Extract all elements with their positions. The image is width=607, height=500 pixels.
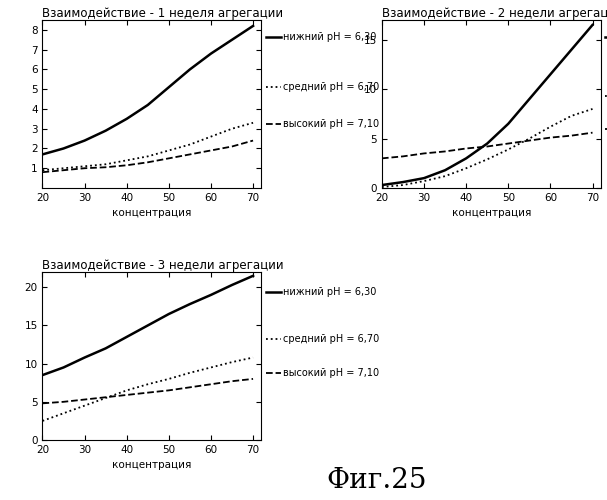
Text: нижний pH = 6,30: нижний pH = 6,30 (283, 287, 377, 297)
Text: высокий pH = 7,10: высокий pH = 7,10 (283, 368, 379, 378)
Text: Взаимодействие - 3 недели агрегации: Взаимодействие - 3 недели агрегации (42, 259, 284, 272)
X-axis label: концентрация: концентрация (112, 208, 192, 218)
X-axis label: концентрация: концентрация (112, 460, 192, 470)
Text: высокий pH = 7,10: высокий pH = 7,10 (283, 119, 379, 129)
Text: нижний pH = 6,30: нижний pH = 6,30 (283, 32, 377, 42)
Text: средний pH = 6,70: средний pH = 6,70 (283, 82, 379, 92)
Text: средний pH = 6,70: средний pH = 6,70 (283, 334, 379, 344)
Text: Взаимодействие - 1 неделя агрегации: Взаимодействие - 1 неделя агрегации (42, 7, 283, 20)
Text: Фиг.25: Фиг.25 (326, 466, 427, 493)
Text: Взаимодействие - 2 недели агрегации: Взаимодействие - 2 недели агрегации (382, 7, 607, 20)
X-axis label: концентрация: концентрация (452, 208, 531, 218)
